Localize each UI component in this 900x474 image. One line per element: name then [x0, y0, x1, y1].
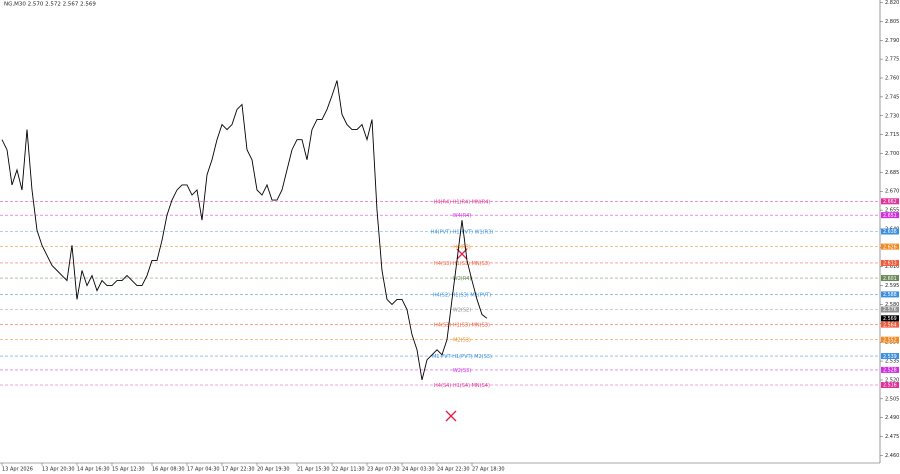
price-tag-label: 2.539: [883, 354, 897, 360]
y-tick-label: 2.715: [885, 132, 899, 138]
y-tick-label: 2.535: [885, 359, 899, 365]
y-tick-label: 2.820: [885, 0, 899, 6]
x-tick-label: 27 Apr 18:30: [472, 467, 505, 473]
x-tick-label: 23 Apr 07:30: [367, 467, 400, 473]
x-tick-label: 22 Apr 11:30: [332, 467, 365, 473]
price-tag: [881, 381, 899, 388]
price-tag: [881, 306, 899, 313]
price-tag-label: 2.613: [883, 261, 897, 267]
price-tag-label: 2.528: [883, 368, 897, 374]
x-tick-label: 14 Apr 16:30: [77, 467, 110, 473]
level-label: M1 PVT H1(PVT) M2(S3): [432, 354, 492, 360]
x-tick-label: 15 Apr 12:30: [112, 467, 145, 473]
y-tick-label: 2.700: [885, 151, 899, 157]
y-tick-label: 2.685: [885, 170, 899, 176]
price-tag: [881, 228, 899, 235]
price-tag-label: 2.626: [883, 244, 897, 250]
price-tag: [881, 336, 899, 343]
chart-title: NG,M30 2.570 2.572 2.567 2.569: [4, 2, 96, 8]
price-line: [1, 80, 488, 381]
level-label: W2(S3): [453, 368, 471, 374]
price-tag: [881, 198, 899, 205]
price-tag: [881, 321, 899, 328]
x-tick-label: 20 Apr 19:30: [257, 467, 290, 473]
y-tick-label: 2.805: [885, 19, 899, 25]
price-tag-label: 2.576: [883, 307, 897, 313]
y-tick-label: 2.595: [885, 283, 899, 289]
level-label: W2(S2): [453, 308, 471, 314]
price-tag: [881, 259, 899, 266]
level-label: W2(R4): [453, 276, 472, 282]
level-label: W4(R4): [453, 213, 472, 219]
y-tick-label: 2.775: [885, 57, 899, 63]
price-tag-label: 2.662: [883, 199, 897, 205]
current-price-tag: [881, 315, 899, 322]
price-tag-label: 2.564: [883, 322, 897, 328]
x-tick-label: 13 Apr 2026: [2, 467, 33, 473]
level-label: H4(PVT) H1(PVT) W1(R3): [431, 230, 494, 236]
x-tick-label: 24 Apr 03:30: [402, 467, 435, 473]
y-tick-label: 2.760: [885, 76, 899, 82]
level-label: H4(R3): [453, 245, 471, 251]
level-label: H4(S3) H1(S3) MN(S3): [434, 261, 490, 267]
x-tick-label: 13 Apr 20:30: [42, 467, 75, 473]
x-tick-label: 16 Apr 08:30: [152, 467, 185, 473]
y-tick-label: 2.490: [885, 415, 899, 421]
price-tag: [881, 366, 899, 373]
price-tag: [881, 243, 899, 250]
x-tick-label: 21 Apr 15:30: [297, 467, 330, 473]
y-tick-label: 2.745: [885, 94, 899, 100]
y-tick-label: 2.730: [885, 113, 899, 119]
level-label: H4(S4) H1(S4) MN(S4): [434, 383, 490, 389]
y-tick-label: 2.550: [885, 340, 899, 346]
level-label: H4(S3) H1(S3) MN(S3): [434, 323, 490, 329]
price-tag: [881, 353, 899, 360]
price-tag-label: 2.638: [883, 229, 897, 235]
level-label: H4(S2) H1(S3) M1(PVT): [433, 292, 492, 298]
y-tick-label: 2.655: [885, 208, 899, 214]
level-label: H4(R4) H1(R4) MN(R4): [434, 199, 491, 205]
x-tick-label: 24 Apr 22:30: [437, 467, 470, 473]
y-tick-label: 2.505: [885, 396, 899, 402]
x-tick-label: 17 Apr 22:30: [222, 467, 255, 473]
y-tick-label: 2.460: [885, 453, 899, 459]
price-tag-label: 2.588: [883, 292, 897, 298]
y-tick-label: 2.670: [885, 189, 899, 195]
y-tick-label: 2.520: [885, 377, 899, 383]
price-tag-label: 2.651: [883, 213, 897, 219]
price-tag-label: 2.601: [883, 276, 897, 282]
y-tick-label: 2.475: [885, 434, 899, 440]
y-tick-label: 2.610: [885, 264, 899, 270]
price-tag: [881, 291, 899, 298]
current-price-label: 2.569: [883, 316, 897, 322]
y-tick-label: 2.790: [885, 38, 899, 44]
price-tag: [881, 212, 899, 219]
cross-marker: [445, 410, 457, 422]
price-tag-label: 2.552: [883, 337, 897, 343]
y-tick-label: 2.580: [885, 302, 899, 308]
price-tag-label: 2.516: [883, 383, 897, 389]
level-label: M2(S3): [453, 338, 471, 344]
x-tick-label: 17 Apr 04:30: [187, 467, 220, 473]
price-tag: [881, 275, 899, 282]
